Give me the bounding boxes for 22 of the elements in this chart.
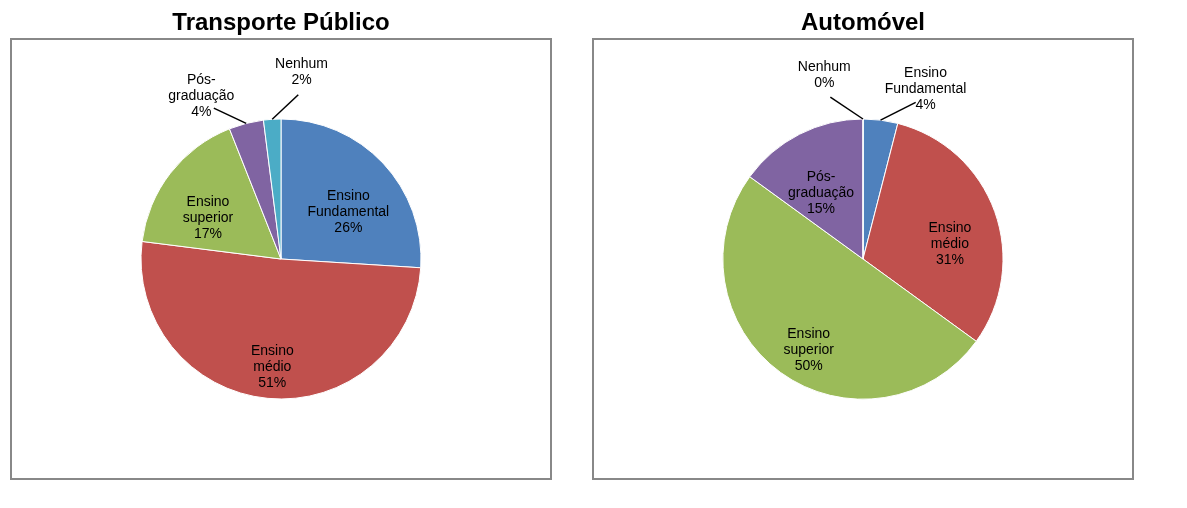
data-label: 4%: [915, 96, 936, 113]
data-label: 2%: [291, 71, 312, 88]
data-label: 17%: [193, 225, 223, 242]
slice-label: Pós-graduação: [168, 70, 235, 103]
data-label: 31%: [935, 250, 964, 267]
slice-label: Ensino superior: [783, 324, 835, 357]
data-label: 26%: [334, 218, 363, 235]
text: 0%: [814, 73, 835, 90]
data-label: 4%: [191, 102, 212, 119]
slice-label: Ensino Fundamental: [307, 186, 390, 219]
chart-title: Automóvel: [800, 8, 926, 35]
slice-label: Ensino superior: [182, 193, 234, 226]
slice-label: Nenhum: [275, 55, 328, 72]
slice-label: Ensino médio: [928, 218, 972, 251]
category-label: Nenhum: [797, 57, 851, 74]
slice-label: Ensino médio: [250, 341, 294, 374]
data-label: 50%: [794, 356, 823, 373]
slice-label: Pós-graduação: [787, 167, 855, 200]
slice-label: Ensino Fundamental: [884, 64, 967, 97]
data-label: 51%: [258, 373, 287, 390]
data-label: 15%: [807, 199, 836, 216]
chart-title: Transporte Público: [172, 8, 390, 35]
